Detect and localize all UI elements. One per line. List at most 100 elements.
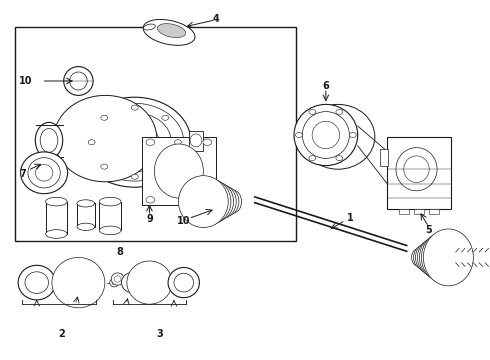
Ellipse shape	[18, 265, 55, 300]
Ellipse shape	[224, 190, 242, 213]
Text: 9: 9	[146, 213, 153, 224]
Ellipse shape	[64, 104, 147, 173]
Ellipse shape	[40, 129, 58, 152]
Ellipse shape	[101, 115, 108, 120]
Ellipse shape	[209, 195, 222, 204]
Ellipse shape	[423, 229, 473, 286]
Text: 3: 3	[156, 329, 163, 339]
Text: 10: 10	[177, 216, 191, 226]
Text: 2: 2	[58, 329, 65, 339]
Text: 5: 5	[425, 225, 432, 235]
Ellipse shape	[157, 24, 186, 37]
Bar	[142, 137, 216, 205]
Ellipse shape	[178, 176, 228, 228]
Ellipse shape	[135, 268, 164, 297]
Ellipse shape	[114, 276, 121, 282]
Bar	[99, 202, 121, 230]
Ellipse shape	[131, 265, 168, 301]
Ellipse shape	[188, 179, 231, 225]
Ellipse shape	[98, 113, 172, 172]
Ellipse shape	[162, 115, 169, 120]
Ellipse shape	[122, 132, 147, 152]
Ellipse shape	[174, 273, 194, 292]
Ellipse shape	[70, 72, 87, 90]
Ellipse shape	[60, 265, 97, 301]
Ellipse shape	[203, 139, 212, 145]
Ellipse shape	[349, 132, 356, 138]
Ellipse shape	[295, 132, 302, 138]
Ellipse shape	[190, 134, 202, 147]
Ellipse shape	[46, 197, 67, 206]
Ellipse shape	[28, 158, 60, 188]
Ellipse shape	[309, 156, 316, 161]
Ellipse shape	[419, 235, 458, 279]
Ellipse shape	[203, 197, 212, 203]
Ellipse shape	[131, 174, 138, 179]
Ellipse shape	[54, 95, 157, 182]
Ellipse shape	[414, 245, 434, 270]
Ellipse shape	[312, 121, 340, 149]
Ellipse shape	[206, 184, 236, 219]
Ellipse shape	[78, 97, 191, 187]
Ellipse shape	[412, 248, 426, 266]
Ellipse shape	[309, 109, 316, 114]
Bar	[429, 209, 439, 214]
Ellipse shape	[111, 273, 124, 285]
Ellipse shape	[302, 112, 349, 158]
Ellipse shape	[21, 152, 68, 194]
Bar	[189, 131, 203, 151]
Ellipse shape	[88, 140, 95, 145]
Ellipse shape	[122, 273, 143, 293]
Text: 7: 7	[20, 168, 26, 179]
Ellipse shape	[404, 156, 429, 183]
Ellipse shape	[146, 197, 155, 203]
Ellipse shape	[35, 165, 53, 181]
Ellipse shape	[196, 181, 234, 222]
Ellipse shape	[46, 230, 67, 238]
Ellipse shape	[301, 104, 375, 169]
Ellipse shape	[144, 24, 155, 30]
Ellipse shape	[146, 139, 155, 145]
Bar	[77, 203, 95, 227]
Ellipse shape	[215, 187, 239, 216]
Ellipse shape	[35, 122, 63, 158]
Ellipse shape	[99, 226, 121, 235]
Ellipse shape	[52, 257, 105, 308]
Ellipse shape	[336, 109, 343, 114]
Text: 1: 1	[347, 213, 354, 223]
Text: 10: 10	[19, 76, 32, 86]
Ellipse shape	[421, 232, 465, 283]
Bar	[46, 202, 67, 234]
Ellipse shape	[143, 19, 195, 45]
Text: 8: 8	[117, 247, 123, 257]
Ellipse shape	[25, 272, 49, 293]
Ellipse shape	[154, 144, 203, 198]
Ellipse shape	[168, 267, 199, 298]
Ellipse shape	[99, 197, 121, 206]
Ellipse shape	[77, 200, 95, 207]
Ellipse shape	[101, 164, 108, 169]
Text: 4: 4	[212, 14, 219, 24]
Ellipse shape	[127, 261, 172, 304]
Ellipse shape	[294, 104, 358, 166]
Ellipse shape	[56, 261, 101, 304]
Ellipse shape	[64, 67, 93, 95]
Ellipse shape	[174, 140, 181, 145]
Ellipse shape	[204, 191, 227, 208]
Bar	[15, 27, 296, 241]
Ellipse shape	[64, 268, 93, 297]
Ellipse shape	[68, 272, 89, 293]
Bar	[380, 149, 388, 166]
Ellipse shape	[396, 148, 437, 191]
Ellipse shape	[112, 280, 116, 285]
Ellipse shape	[417, 239, 450, 276]
Bar	[387, 137, 451, 209]
Ellipse shape	[139, 272, 160, 293]
Ellipse shape	[131, 105, 138, 110]
Text: 6: 6	[322, 81, 329, 91]
Ellipse shape	[77, 223, 95, 230]
Ellipse shape	[162, 164, 169, 169]
Ellipse shape	[416, 242, 442, 273]
Ellipse shape	[86, 103, 184, 181]
Bar	[399, 209, 409, 214]
